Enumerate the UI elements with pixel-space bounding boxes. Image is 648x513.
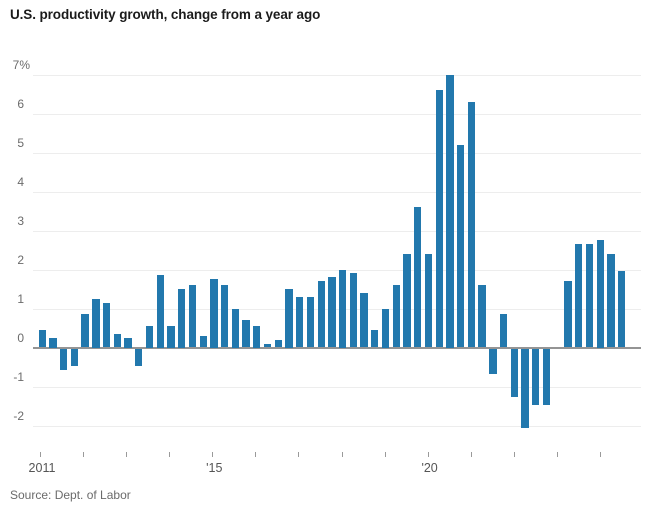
bar-2012-q1 [81, 314, 89, 348]
bar-2024-q1 [596, 240, 604, 348]
bar-2019-q1 [381, 308, 390, 348]
y-axis-tick-label: 1 [17, 291, 24, 306]
gridline--2 [33, 425, 641, 427]
bar-2024-q3 [617, 271, 626, 348]
bar-2018-q4 [371, 329, 379, 348]
x-tick-2024 [599, 452, 601, 457]
bar-2011-q1 [38, 329, 46, 348]
bar-2021-q4 [499, 314, 508, 348]
bar-2020-q3 [446, 74, 454, 348]
x-tick-2021 [470, 452, 472, 457]
bar-2014-q3 [188, 285, 197, 348]
bar-2024-q2 [607, 253, 615, 348]
x-axis-label-2011: 2011 [28, 461, 56, 475]
x-tick-2023 [556, 452, 558, 457]
bar-2023-q3 [575, 244, 583, 348]
bar-2019-q3 [403, 253, 411, 348]
chart-title: U.S. productivity growth, change from a … [10, 7, 321, 22]
x-tick-2017 [298, 452, 300, 457]
bar-2020-q1 [424, 253, 433, 348]
x-tick-2016 [255, 452, 257, 457]
bar-2013-q2 [135, 348, 143, 367]
gridline-5 [33, 152, 641, 154]
gridline-2 [33, 269, 641, 271]
bar-2021-q3 [489, 348, 497, 374]
bar-2022-q4 [542, 348, 551, 405]
y-axis-tick-label: -2 [13, 408, 24, 423]
y-axis-tick-label: -1 [13, 369, 24, 384]
gridline--1 [33, 386, 641, 388]
y-axis-tick-label: 5 [17, 135, 24, 150]
bar-2018-q3 [360, 292, 368, 348]
x-tick-2019 [384, 452, 386, 457]
bar-2012-q4 [113, 333, 121, 348]
gridline-4 [33, 191, 641, 193]
bar-2012-q2 [92, 298, 100, 348]
bar-2017-q1 [296, 296, 304, 348]
bar-2013-q4 [156, 275, 164, 348]
bar-2012-q3 [102, 302, 111, 348]
bar-2014-q2 [178, 289, 186, 348]
bar-2016-q4 [285, 289, 293, 348]
y-axis-tick-label: 2 [17, 252, 24, 267]
x-tick-2020 [427, 452, 429, 457]
y-axis-tick-label: 4 [17, 174, 24, 189]
bar-2019-q2 [392, 285, 400, 348]
bar-2016-q3 [274, 339, 282, 348]
bar-2016-q1 [253, 326, 261, 348]
bar-2011-q2 [49, 337, 57, 348]
bar-2020-q2 [435, 90, 443, 348]
bar-2015-q3 [231, 308, 239, 348]
bar-2017-q4 [328, 277, 336, 348]
bar-2022-q1 [510, 348, 518, 398]
x-tick-2012 [83, 452, 85, 457]
bar-2011-q4 [70, 348, 79, 367]
bar-2016-q2 [263, 343, 272, 348]
zero-line [33, 346, 641, 349]
y-axis-tick-label: 3 [17, 213, 24, 228]
bar-2021-q2 [478, 285, 486, 348]
x-axis-label-2015: '15 [206, 461, 223, 475]
x-tick-2018 [341, 452, 343, 457]
bar-2022-q2 [521, 348, 529, 429]
bar-2014-q4 [199, 335, 207, 348]
x-tick-2014 [169, 452, 171, 457]
bar-2011-q3 [60, 348, 68, 370]
source-note: Source: Dept. of Labor [10, 488, 131, 502]
bar-2015-q2 [220, 285, 229, 348]
bar-2013-q3 [145, 326, 154, 348]
bar-2015-q4 [242, 320, 250, 348]
x-tick-2013 [126, 452, 128, 457]
bar-2018-q1 [338, 269, 347, 348]
y-axis-tick-label: 0 [17, 330, 24, 345]
x-tick-2011 [40, 452, 41, 457]
bar-2017-q3 [317, 281, 325, 348]
bar-2023-q4 [585, 244, 594, 348]
x-tick-2015 [212, 452, 214, 457]
y-axis-tick-label: 6 [17, 96, 24, 111]
bar-2023-q2 [564, 281, 572, 348]
y-axis-tick-label: 7% [12, 57, 30, 72]
gridline-6 [33, 113, 641, 115]
bar-2022-q3 [532, 348, 540, 405]
bar-2020-q4 [457, 144, 465, 348]
bar-2014-q1 [167, 326, 175, 348]
bar-2019-q4 [414, 207, 422, 348]
bar-2021-q1 [467, 101, 476, 348]
bar-2018-q2 [349, 273, 358, 348]
gridline-7% [33, 74, 641, 76]
x-tick-2022 [513, 452, 515, 457]
bar-2013-q1 [124, 337, 132, 348]
gridline-1 [33, 308, 641, 310]
bar-2017-q2 [306, 296, 315, 348]
bar-2015-q1 [210, 279, 218, 348]
x-axis-label-2020: '20 [421, 461, 438, 475]
gridline-3 [33, 230, 641, 232]
